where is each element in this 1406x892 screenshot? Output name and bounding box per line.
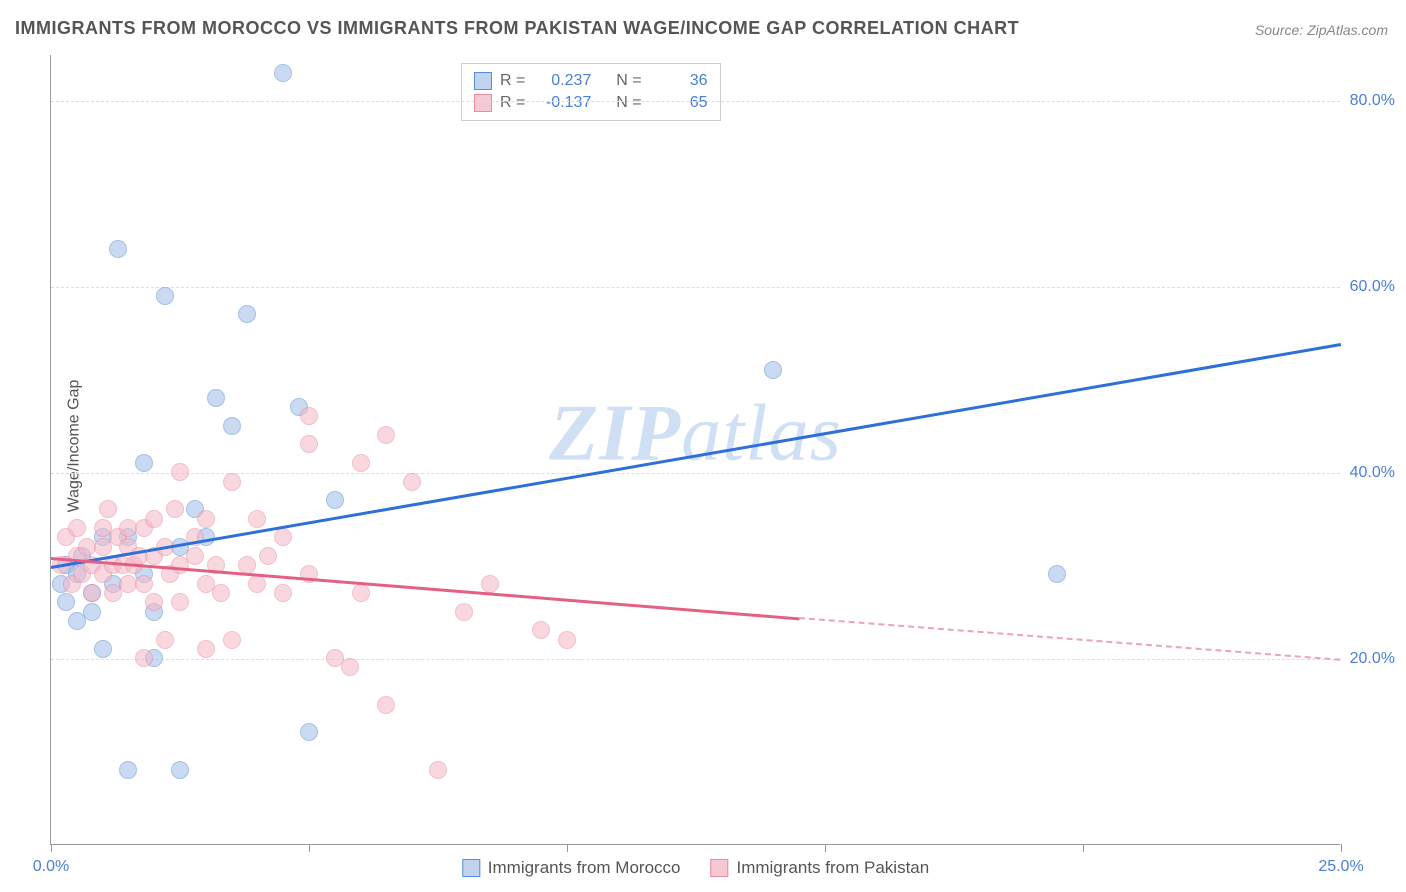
x-tick-label: 0.0%: [33, 858, 69, 876]
scatter-point: [156, 631, 174, 649]
scatter-point: [558, 631, 576, 649]
scatter-point: [83, 603, 101, 621]
legend-label: Immigrants from Morocco: [488, 858, 681, 878]
scatter-point: [223, 473, 241, 491]
scatter-point: [481, 575, 499, 593]
y-tick-label: 60.0%: [1350, 278, 1395, 296]
gridline: [51, 287, 1340, 288]
scatter-point: [135, 454, 153, 472]
scatter-point: [300, 723, 318, 741]
scatter-point: [377, 426, 395, 444]
scatter-point: [352, 584, 370, 602]
scatter-point: [248, 510, 266, 528]
scatter-point: [145, 593, 163, 611]
scatter-point: [223, 417, 241, 435]
scatter-point: [300, 407, 318, 425]
scatter-point: [274, 64, 292, 82]
trend-line: [51, 343, 1341, 569]
scatter-point: [248, 575, 266, 593]
scatter-point: [274, 528, 292, 546]
scatter-point: [259, 547, 277, 565]
x-tick: [1341, 844, 1342, 852]
x-tick: [1083, 844, 1084, 852]
scatter-point: [274, 584, 292, 602]
r-label: R =: [500, 94, 525, 112]
gridline: [51, 473, 1340, 474]
trend-line: [799, 617, 1341, 661]
legend-label: Immigrants from Pakistan: [736, 858, 929, 878]
scatter-point: [326, 491, 344, 509]
n-label: N =: [616, 72, 641, 90]
scatter-point: [764, 361, 782, 379]
chart-plot-area: ZIPatlas R =0.237 N =36R =-0.137 N =65 I…: [50, 55, 1340, 845]
x-tick-label: 25.0%: [1318, 858, 1363, 876]
scatter-point: [532, 621, 550, 639]
scatter-point: [223, 631, 241, 649]
scatter-point: [300, 435, 318, 453]
x-tick: [825, 844, 826, 852]
source-attribution: Source: ZipAtlas.com: [1255, 22, 1388, 38]
scatter-point: [1048, 565, 1066, 583]
scatter-point: [197, 640, 215, 658]
scatter-point: [83, 584, 101, 602]
chart-title: IMMIGRANTS FROM MOROCCO VS IMMIGRANTS FR…: [15, 18, 1019, 39]
stats-row: R = 0.237 N = 36: [474, 70, 708, 92]
y-tick-label: 40.0%: [1350, 464, 1395, 482]
gridline: [51, 101, 1340, 102]
y-tick-label: 80.0%: [1350, 92, 1395, 110]
scatter-point: [119, 761, 137, 779]
scatter-point: [238, 305, 256, 323]
legend-swatch: [710, 859, 728, 877]
n-value: 36: [650, 72, 708, 90]
scatter-point: [166, 500, 184, 518]
watermark: ZIPatlas: [549, 388, 841, 479]
legend-swatch: [462, 859, 480, 877]
scatter-point: [171, 761, 189, 779]
scatter-point: [57, 593, 75, 611]
stats-row: R = -0.137 N = 65: [474, 92, 708, 114]
scatter-point: [109, 240, 127, 258]
scatter-point: [341, 658, 359, 676]
scatter-point: [99, 500, 117, 518]
stats-legend-box: R = 0.237 N = 36 R = -0.137 N = 65: [461, 63, 721, 121]
scatter-point: [135, 649, 153, 667]
bottom-legend: Immigrants from Morocco Immigrants from P…: [462, 858, 929, 878]
legend-item: Immigrants from Morocco: [462, 858, 681, 878]
scatter-point: [377, 696, 395, 714]
legend-item: Immigrants from Pakistan: [710, 858, 929, 878]
scatter-point: [212, 584, 230, 602]
scatter-point: [68, 519, 86, 537]
x-tick: [567, 844, 568, 852]
n-value: 65: [650, 94, 708, 112]
scatter-point: [145, 510, 163, 528]
n-label: N =: [616, 94, 641, 112]
scatter-point: [156, 287, 174, 305]
scatter-point: [403, 473, 421, 491]
scatter-point: [186, 547, 204, 565]
scatter-point: [171, 463, 189, 481]
scatter-point: [94, 640, 112, 658]
x-tick: [309, 844, 310, 852]
legend-swatch: [474, 94, 492, 112]
r-value: 0.237: [533, 72, 591, 90]
scatter-point: [352, 454, 370, 472]
legend-swatch: [474, 72, 492, 90]
gridline: [51, 659, 1340, 660]
scatter-point: [429, 761, 447, 779]
scatter-point: [207, 389, 225, 407]
r-value: -0.137: [533, 94, 591, 112]
r-label: R =: [500, 72, 525, 90]
y-tick-label: 20.0%: [1350, 650, 1395, 668]
scatter-point: [135, 575, 153, 593]
scatter-point: [455, 603, 473, 621]
scatter-point: [197, 510, 215, 528]
x-tick: [51, 844, 52, 852]
scatter-point: [171, 593, 189, 611]
